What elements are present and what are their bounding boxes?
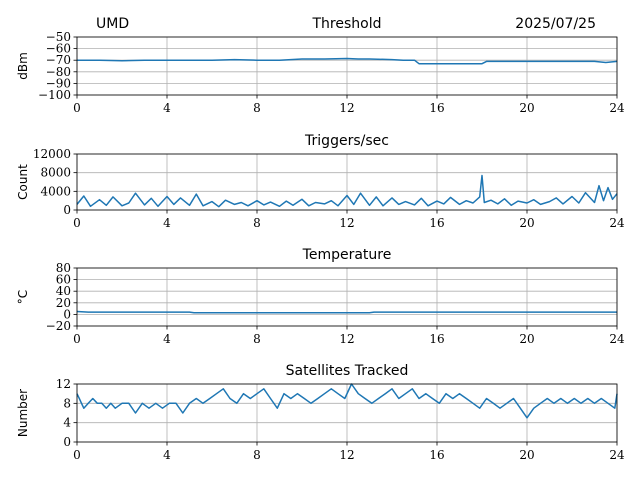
satellites-tracked-y-tick-label: 12 <box>56 377 71 391</box>
temperature-x-tick-label: 12 <box>339 332 354 346</box>
threshold-series-line <box>77 57 618 65</box>
temperature-y-tick-label: 20 <box>56 296 71 310</box>
temperature-x-tick-label: 8 <box>253 332 261 346</box>
temperature-x-tick-label: 16 <box>429 332 444 346</box>
satellites-tracked-y-tick-label: 8 <box>63 396 71 410</box>
triggers-sec-x-tick-label: 8 <box>253 216 261 230</box>
satellites-tracked-x-tick-label: 24 <box>609 448 625 462</box>
triggers-sec-x-tick-label: 20 <box>519 216 534 230</box>
temperature-y-axis-label: °C <box>16 290 30 304</box>
satellites-tracked-x-tick-label: 4 <box>163 448 171 462</box>
threshold-y-tick-label: −90 <box>46 76 71 90</box>
satellites-tracked-y-tick-label: 0 <box>63 435 71 449</box>
threshold-y-tick-label: −50 <box>46 30 71 44</box>
threshold-y-axis-label: dBm <box>16 52 30 80</box>
triggers-sec-y-tick-label: 8000 <box>40 166 71 180</box>
temperature-x-tick-label: 20 <box>519 332 534 346</box>
satellites-tracked-series-line <box>76 383 618 419</box>
triggers-sec-y-tick-label: 12000 <box>33 147 71 161</box>
threshold-x-tick-label: 12 <box>339 101 354 115</box>
satellites-tracked-title: Satellites Tracked <box>286 363 409 379</box>
satellites-tracked-y-tick-label: 4 <box>63 416 71 430</box>
triggers-sec-title: Triggers/sec <box>304 133 389 149</box>
threshold-y-tick-label: −70 <box>46 53 71 67</box>
threshold-x-tick-label: 8 <box>253 101 261 115</box>
threshold-x-tick-label: 20 <box>519 101 534 115</box>
temperature-y-tick-label: 80 <box>56 261 71 275</box>
temperature-series-line <box>76 310 617 314</box>
triggers-sec-x-tick-label: 0 <box>73 216 81 230</box>
temperature-y-tick-label: 40 <box>56 284 71 298</box>
satellites-tracked-y-axis-label: Number <box>16 389 30 437</box>
threshold-title: Threshold <box>312 16 382 32</box>
triggers-sec-y-tick-label: 0 <box>63 203 71 217</box>
temperature-title: Temperature <box>302 247 392 263</box>
satellites-tracked-x-tick-label: 12 <box>339 448 354 462</box>
threshold-panel: 0 4 8 12 16 20 24 −100−90−80−70−60−50 Threshold d… <box>16 16 625 115</box>
temperature-x-tick-label: 4 <box>163 332 171 346</box>
satellites-tracked-x-tick-label: 0 <box>73 448 81 462</box>
triggers-sec-x-tick-label: 24 <box>609 216 625 230</box>
triggers-sec-x-tick-label: 16 <box>429 216 444 230</box>
temperature-y-tick-label: 0 <box>63 307 71 321</box>
threshold-y-tick-label: −60 <box>46 42 71 56</box>
threshold-x-tick-label: 0 <box>73 101 81 115</box>
date-label: 2025/07/25 <box>515 16 596 32</box>
temperature-x-tick-label: 24 <box>609 332 625 346</box>
triggers-sec-series-line <box>76 174 618 208</box>
satellites-tracked-x-tick-label: 20 <box>519 448 534 462</box>
station-label: UMD <box>96 16 129 32</box>
threshold-x-tick-label: 24 <box>609 101 625 115</box>
triggers-sec-y-axis-label: Count <box>16 164 30 200</box>
temperature-x-tick-label: 0 <box>73 332 81 346</box>
triggers-sec-x-tick-label: 12 <box>339 216 354 230</box>
temperature-y-tick-label: 60 <box>56 273 71 287</box>
triggers-sec-x-tick-label: 4 <box>163 216 171 230</box>
threshold-y-tick-label: −80 <box>46 65 71 79</box>
threshold-x-tick-label: 16 <box>429 101 444 115</box>
satellites-tracked-panel: 0 4 8 12 16 20 24 0 4 8 12 Satellites Tracked Number <box>16 363 625 462</box>
triggers-sec-panel: 0 4 8 12 16 20 24 0 4000 8000 12000 Triggers/sec Cou… <box>16 133 625 230</box>
satellites-tracked-x-tick-label: 8 <box>253 448 261 462</box>
triggers-sec-y-tick-label: 4000 <box>40 184 71 198</box>
temperature-y-tick-label: −20 <box>46 319 71 333</box>
threshold-x-tick-label: 4 <box>163 101 171 115</box>
satellites-tracked-x-tick-label: 16 <box>429 448 444 462</box>
threshold-y-tick-label: −100 <box>38 88 71 102</box>
